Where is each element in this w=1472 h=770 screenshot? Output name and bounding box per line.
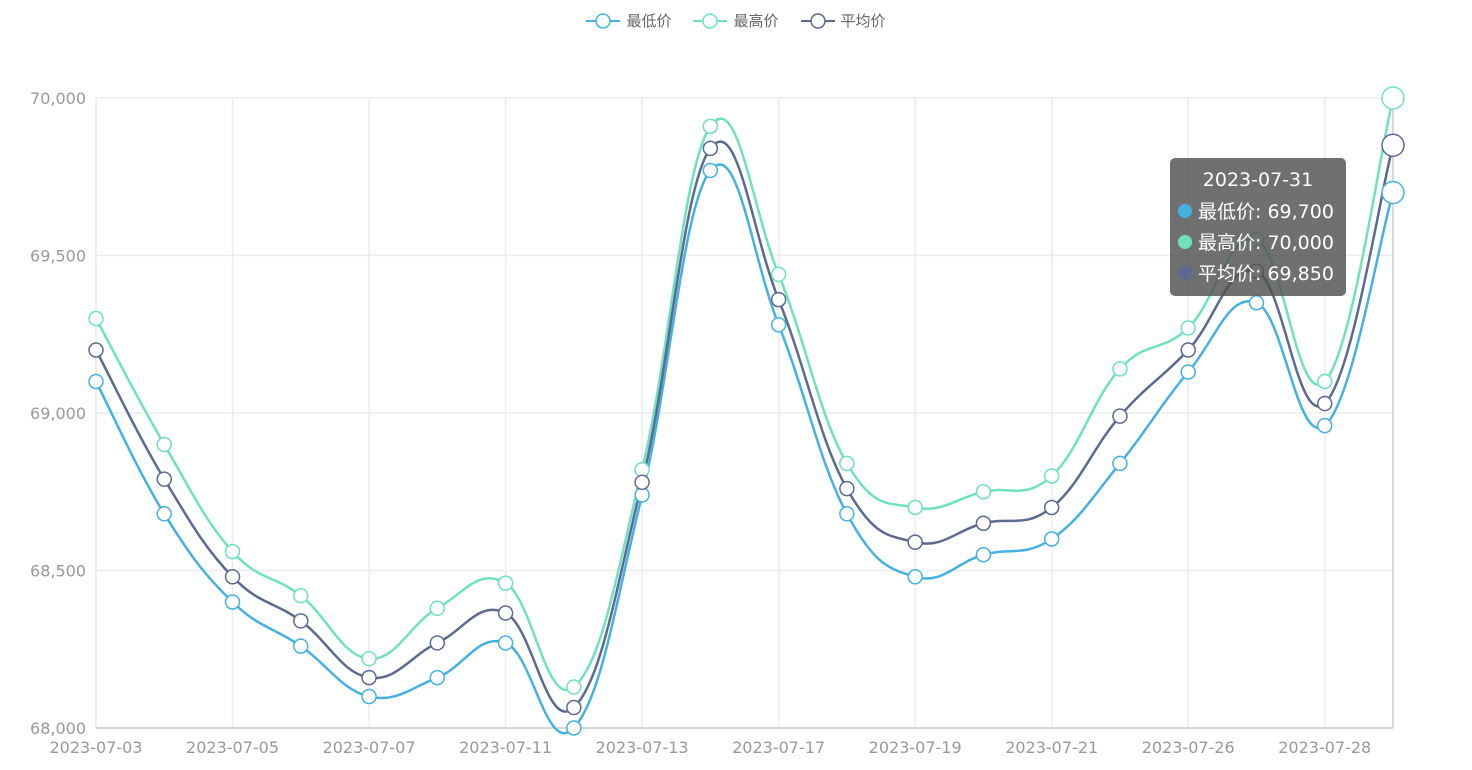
data-point-1-14[interactable] xyxy=(1043,468,1060,484)
data-point-2-4[interactable] xyxy=(361,669,377,686)
data-point-2-7[interactable] xyxy=(566,699,582,716)
tooltip: 2023-07-31 最低价: 69,700 最高价: 70,000 平均价: … xyxy=(1170,158,1346,296)
data-point-0-13[interactable] xyxy=(975,547,992,563)
x-tick-label: 2023-07-07 xyxy=(323,738,416,757)
y-tick-label: 70,000 xyxy=(30,89,86,108)
legend-item-high[interactable]: 最高价 xyxy=(693,10,779,31)
data-point-0-7[interactable] xyxy=(566,720,582,736)
legend: 最低价 最高价 平均价 xyxy=(0,10,1472,31)
data-point-1-16[interactable] xyxy=(1180,320,1196,336)
x-tick-label: 2023-07-21 xyxy=(1005,738,1098,757)
data-point-1-1[interactable] xyxy=(156,436,173,453)
legend-swatch-low xyxy=(586,12,621,29)
y-tick-label: 69,000 xyxy=(30,404,86,423)
data-point-1-13[interactable] xyxy=(975,484,992,500)
data-point-2-0[interactable] xyxy=(88,342,104,358)
x-tick-label: 2023-07-26 xyxy=(1142,738,1235,757)
data-point-0-6[interactable] xyxy=(497,635,514,651)
data-point-2-18[interactable] xyxy=(1316,395,1333,412)
data-point-0-1[interactable] xyxy=(156,506,173,522)
data-point-1-12[interactable] xyxy=(907,499,923,516)
tooltip-dot-avg xyxy=(1178,265,1192,280)
data-point-2-13[interactable] xyxy=(975,515,992,531)
series-line-0 xyxy=(94,163,1395,735)
legend-item-avg[interactable]: 平均价 xyxy=(800,10,886,31)
y-tick-label: 69,500 xyxy=(30,247,86,266)
data-point-2-3[interactable] xyxy=(293,613,309,629)
legend-swatch-high xyxy=(693,12,728,29)
data-point-0-9[interactable] xyxy=(702,162,719,179)
data-point-2-10[interactable] xyxy=(770,291,787,308)
y-tick-label: 68,500 xyxy=(30,562,86,581)
data-point-1-9[interactable] xyxy=(702,118,719,135)
data-point-1-4[interactable] xyxy=(361,650,377,667)
data-point-0-4[interactable] xyxy=(361,688,377,705)
data-point-0-5[interactable] xyxy=(429,669,446,686)
tooltip-text-high: 最高价: 70,000 xyxy=(1198,232,1334,254)
tooltip-dot-low xyxy=(1178,203,1192,218)
tooltip-dot-high xyxy=(1178,234,1192,249)
x-tick-label: 2023-07-19 xyxy=(869,738,962,757)
x-tick-label: 2023-07-05 xyxy=(186,738,279,757)
data-point-2-5[interactable] xyxy=(429,635,446,651)
data-point-1-5[interactable] xyxy=(429,600,446,617)
data-point-2-9[interactable] xyxy=(702,140,719,157)
data-point-1-0[interactable] xyxy=(88,310,104,327)
data-point-2-12[interactable] xyxy=(907,534,923,550)
tooltip-row-low: 最低价: 69,700 xyxy=(1170,195,1346,226)
legend-label-avg: 平均价 xyxy=(840,12,886,30)
data-point-2-14[interactable] xyxy=(1043,499,1060,516)
tooltip-text-avg: 平均价: 69,850 xyxy=(1198,263,1334,285)
data-point-1-18[interactable] xyxy=(1316,373,1333,390)
data-point-1-10[interactable] xyxy=(770,266,787,283)
data-point-0-2[interactable] xyxy=(224,594,241,610)
tooltip-row-avg: 平均价: 69,850 xyxy=(1170,257,1346,288)
grid-lines xyxy=(95,97,1393,729)
data-point-2-2[interactable] xyxy=(224,569,241,585)
data-point-1-6[interactable] xyxy=(497,575,514,591)
legend-label-low: 最低价 xyxy=(626,12,672,30)
data-point-0-15[interactable] xyxy=(1112,455,1128,472)
x-tick-label: 2023-07-11 xyxy=(459,738,552,757)
tooltip-text-low: 最低价: 69,700 xyxy=(1198,201,1334,223)
series-line-2 xyxy=(94,140,1395,713)
data-point-1-11[interactable] xyxy=(839,455,855,472)
data-point-1-15[interactable] xyxy=(1112,361,1128,377)
data-point-2-8[interactable] xyxy=(634,474,650,491)
data-point-0-16[interactable] xyxy=(1180,364,1196,380)
data-point-0-17[interactable] xyxy=(1248,295,1265,311)
data-point-0-10[interactable] xyxy=(770,317,787,333)
tooltip-row-high: 最高价: 70,000 xyxy=(1170,226,1346,257)
legend-label-high: 最高价 xyxy=(733,12,779,30)
x-tick-label: 2023-07-28 xyxy=(1278,738,1371,757)
x-tick-label: 2023-07-03 xyxy=(50,738,143,757)
data-point-1-19[interactable] xyxy=(1381,86,1405,110)
data-point-1-3[interactable] xyxy=(293,587,309,604)
data-point-0-18[interactable] xyxy=(1316,417,1333,434)
data-point-2-16[interactable] xyxy=(1180,342,1196,358)
data-point-2-1[interactable] xyxy=(156,471,173,487)
data-point-0-11[interactable] xyxy=(839,506,855,522)
data-point-2-19[interactable] xyxy=(1381,133,1405,157)
series-points[interactable] xyxy=(88,86,1405,736)
data-point-0-0[interactable] xyxy=(88,373,104,390)
axes: 68,000 68,500 69,000 69,500 70,000 2023-07-03… xyxy=(30,89,1394,757)
legend-item-low[interactable]: 最低价 xyxy=(586,10,671,31)
x-tick-label: 2023-07-13 xyxy=(596,738,689,757)
data-point-1-7[interactable] xyxy=(566,679,582,695)
y-tick-label: 68,000 xyxy=(30,719,86,738)
data-point-0-14[interactable] xyxy=(1043,531,1060,547)
data-point-0-3[interactable] xyxy=(293,638,309,654)
data-point-0-19[interactable] xyxy=(1381,180,1405,205)
data-point-0-12[interactable] xyxy=(907,569,923,585)
data-point-2-6[interactable] xyxy=(497,605,514,621)
data-point-1-2[interactable] xyxy=(224,543,241,560)
tooltip-title: 2023-07-31 xyxy=(1202,169,1314,191)
legend-swatch-avg xyxy=(800,12,835,29)
x-tick-label: 2023-07-17 xyxy=(732,738,825,757)
data-point-2-11[interactable] xyxy=(839,480,855,497)
data-point-2-15[interactable] xyxy=(1112,408,1128,424)
